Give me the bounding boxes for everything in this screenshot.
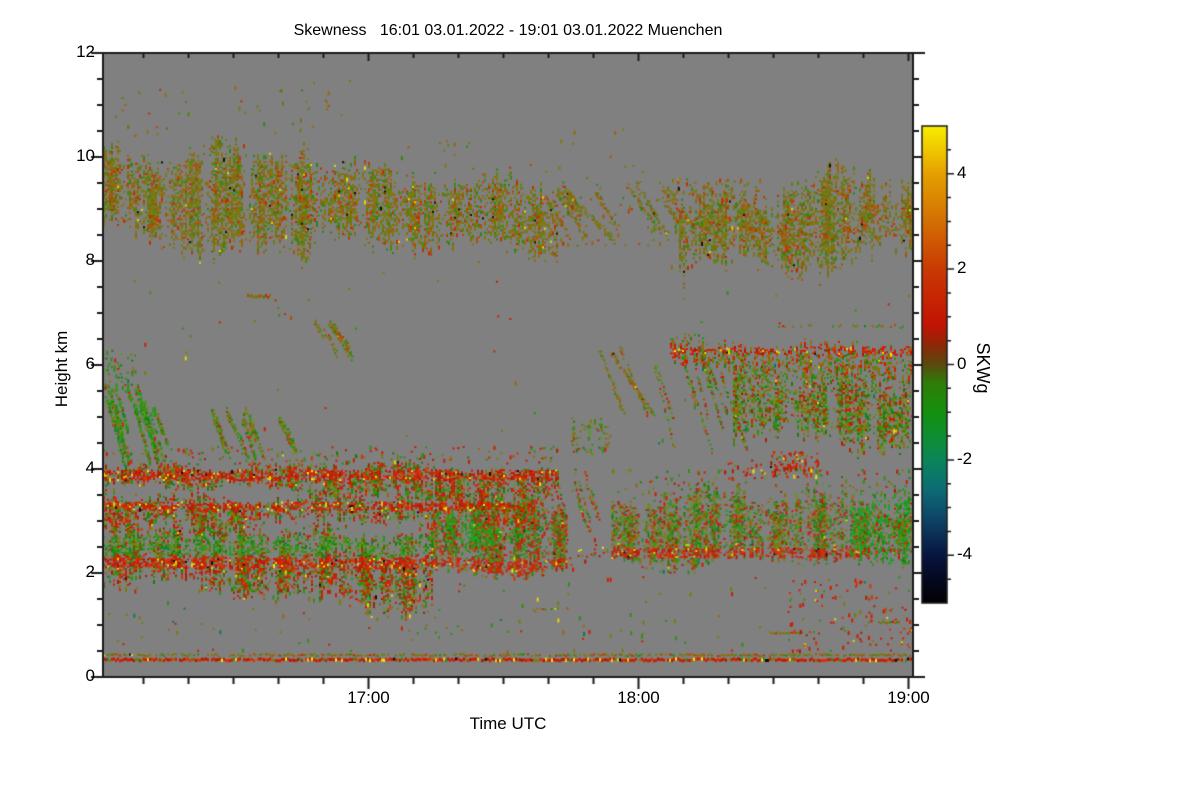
y-tick-label-8: 8	[85, 250, 95, 269]
colorbar-tick-label--2: -2	[957, 448, 973, 468]
x-tick-label-19:00: 19:00	[887, 688, 930, 707]
colorbar-tick-label--4: -4	[957, 544, 973, 564]
plot-title: Skewness 16:01 03.01.2022 - 19:01 03.01.…	[293, 22, 723, 39]
y-tick-label-6: 6	[85, 354, 95, 373]
y-tick-label-4: 4	[85, 458, 95, 477]
y-tick-label-2: 2	[85, 562, 95, 581]
x-axis-title: Time UTC	[469, 714, 547, 733]
x-tick-label-18:00: 18:00	[617, 688, 660, 707]
y-tick-label-12: 12	[76, 42, 95, 61]
colorbar-tick-label-0: 0	[957, 353, 967, 373]
y-tick-label-0: 0	[85, 666, 95, 685]
x-tick-label-17:00: 17:00	[347, 688, 390, 707]
colorbar-tick-label-4: 4	[957, 162, 967, 182]
y-tick-label-10: 10	[76, 146, 95, 165]
colorbar-tick-label-2: 2	[957, 258, 967, 278]
